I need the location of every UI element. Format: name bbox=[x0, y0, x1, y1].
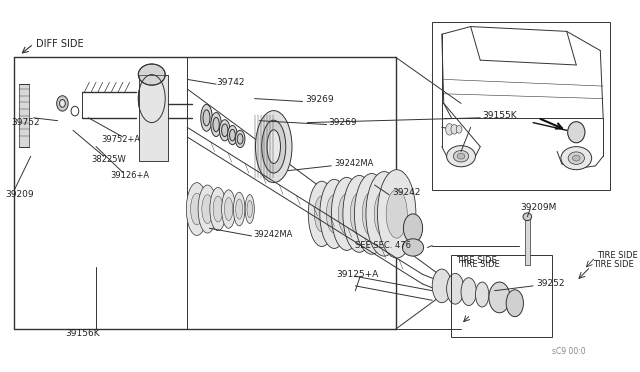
Text: TIRE SIDE: TIRE SIDE bbox=[459, 260, 500, 269]
Text: 39156K: 39156K bbox=[65, 330, 100, 339]
Ellipse shape bbox=[506, 290, 524, 317]
Ellipse shape bbox=[236, 199, 243, 219]
Ellipse shape bbox=[403, 239, 424, 256]
Ellipse shape bbox=[245, 195, 254, 224]
Ellipse shape bbox=[432, 269, 451, 303]
Ellipse shape bbox=[247, 201, 252, 218]
Ellipse shape bbox=[447, 273, 464, 304]
Text: 39125+A: 39125+A bbox=[336, 270, 378, 279]
Ellipse shape bbox=[386, 190, 407, 238]
Ellipse shape bbox=[213, 196, 223, 222]
Ellipse shape bbox=[447, 146, 476, 167]
Ellipse shape bbox=[489, 282, 510, 313]
Bar bbox=[19, 84, 29, 147]
Ellipse shape bbox=[339, 194, 355, 234]
Ellipse shape bbox=[221, 190, 236, 228]
Ellipse shape bbox=[568, 152, 584, 164]
Ellipse shape bbox=[228, 125, 237, 145]
Bar bbox=[140, 74, 168, 161]
Ellipse shape bbox=[220, 120, 230, 141]
Text: 39242MA: 39242MA bbox=[253, 230, 293, 238]
Ellipse shape bbox=[236, 130, 245, 148]
Ellipse shape bbox=[255, 110, 292, 183]
Ellipse shape bbox=[203, 110, 210, 126]
Bar bbox=[525, 217, 530, 265]
Text: 39252: 39252 bbox=[536, 279, 564, 288]
Ellipse shape bbox=[267, 130, 280, 163]
Text: sC9 00:0: sC9 00:0 bbox=[552, 347, 586, 356]
Ellipse shape bbox=[568, 122, 585, 143]
Ellipse shape bbox=[523, 213, 532, 221]
Ellipse shape bbox=[445, 124, 453, 135]
Text: 39269: 39269 bbox=[328, 118, 357, 127]
Ellipse shape bbox=[201, 105, 212, 131]
Ellipse shape bbox=[234, 192, 245, 226]
Ellipse shape bbox=[378, 170, 416, 258]
Ellipse shape bbox=[237, 134, 243, 144]
Text: TIRE SIDE: TIRE SIDE bbox=[597, 251, 638, 260]
Ellipse shape bbox=[308, 181, 335, 247]
Text: 39242MA: 39242MA bbox=[334, 160, 374, 169]
Ellipse shape bbox=[213, 117, 220, 132]
Text: TIRE SIDE: TIRE SIDE bbox=[593, 260, 634, 269]
Ellipse shape bbox=[403, 214, 422, 243]
Ellipse shape bbox=[211, 112, 221, 137]
Ellipse shape bbox=[314, 196, 329, 232]
Text: TIRE SIDE: TIRE SIDE bbox=[456, 256, 497, 265]
Ellipse shape bbox=[374, 190, 394, 237]
Ellipse shape bbox=[186, 183, 207, 235]
Text: 39126+A: 39126+A bbox=[111, 171, 150, 180]
Ellipse shape bbox=[453, 150, 468, 162]
Ellipse shape bbox=[198, 185, 217, 233]
Ellipse shape bbox=[202, 195, 213, 224]
Bar bbox=[432, 22, 610, 190]
Ellipse shape bbox=[191, 193, 204, 225]
Ellipse shape bbox=[60, 100, 65, 107]
Ellipse shape bbox=[138, 64, 165, 85]
Ellipse shape bbox=[210, 187, 226, 231]
Ellipse shape bbox=[326, 195, 342, 233]
Ellipse shape bbox=[262, 120, 285, 173]
Ellipse shape bbox=[343, 176, 376, 252]
Ellipse shape bbox=[138, 74, 165, 123]
Ellipse shape bbox=[57, 96, 68, 111]
Text: 39742: 39742 bbox=[216, 78, 244, 87]
Ellipse shape bbox=[230, 129, 236, 141]
Text: 39752+A: 39752+A bbox=[101, 135, 140, 144]
Text: 39155K: 39155K bbox=[482, 111, 516, 121]
Ellipse shape bbox=[366, 171, 403, 256]
Bar bbox=[140, 74, 168, 161]
Text: 39209: 39209 bbox=[5, 190, 33, 199]
Ellipse shape bbox=[561, 147, 591, 170]
Ellipse shape bbox=[457, 153, 465, 159]
Text: DIFF SIDE: DIFF SIDE bbox=[36, 39, 83, 49]
Ellipse shape bbox=[461, 278, 476, 305]
Bar bbox=[451, 255, 552, 337]
Text: 39269: 39269 bbox=[305, 95, 334, 104]
Text: 39242: 39242 bbox=[392, 188, 420, 197]
Ellipse shape bbox=[332, 177, 362, 250]
Ellipse shape bbox=[476, 282, 489, 307]
Ellipse shape bbox=[355, 173, 389, 254]
Ellipse shape bbox=[320, 179, 349, 248]
Text: 39209M: 39209M bbox=[520, 203, 557, 212]
Ellipse shape bbox=[350, 193, 368, 235]
Ellipse shape bbox=[572, 155, 580, 161]
Ellipse shape bbox=[225, 198, 233, 221]
Ellipse shape bbox=[221, 124, 228, 137]
Text: 39752: 39752 bbox=[12, 118, 40, 127]
Ellipse shape bbox=[456, 125, 462, 133]
Text: SEE SEC. 476: SEE SEC. 476 bbox=[355, 241, 412, 250]
Text: 38225W: 38225W bbox=[92, 155, 126, 164]
Ellipse shape bbox=[362, 192, 381, 236]
Ellipse shape bbox=[451, 125, 458, 134]
